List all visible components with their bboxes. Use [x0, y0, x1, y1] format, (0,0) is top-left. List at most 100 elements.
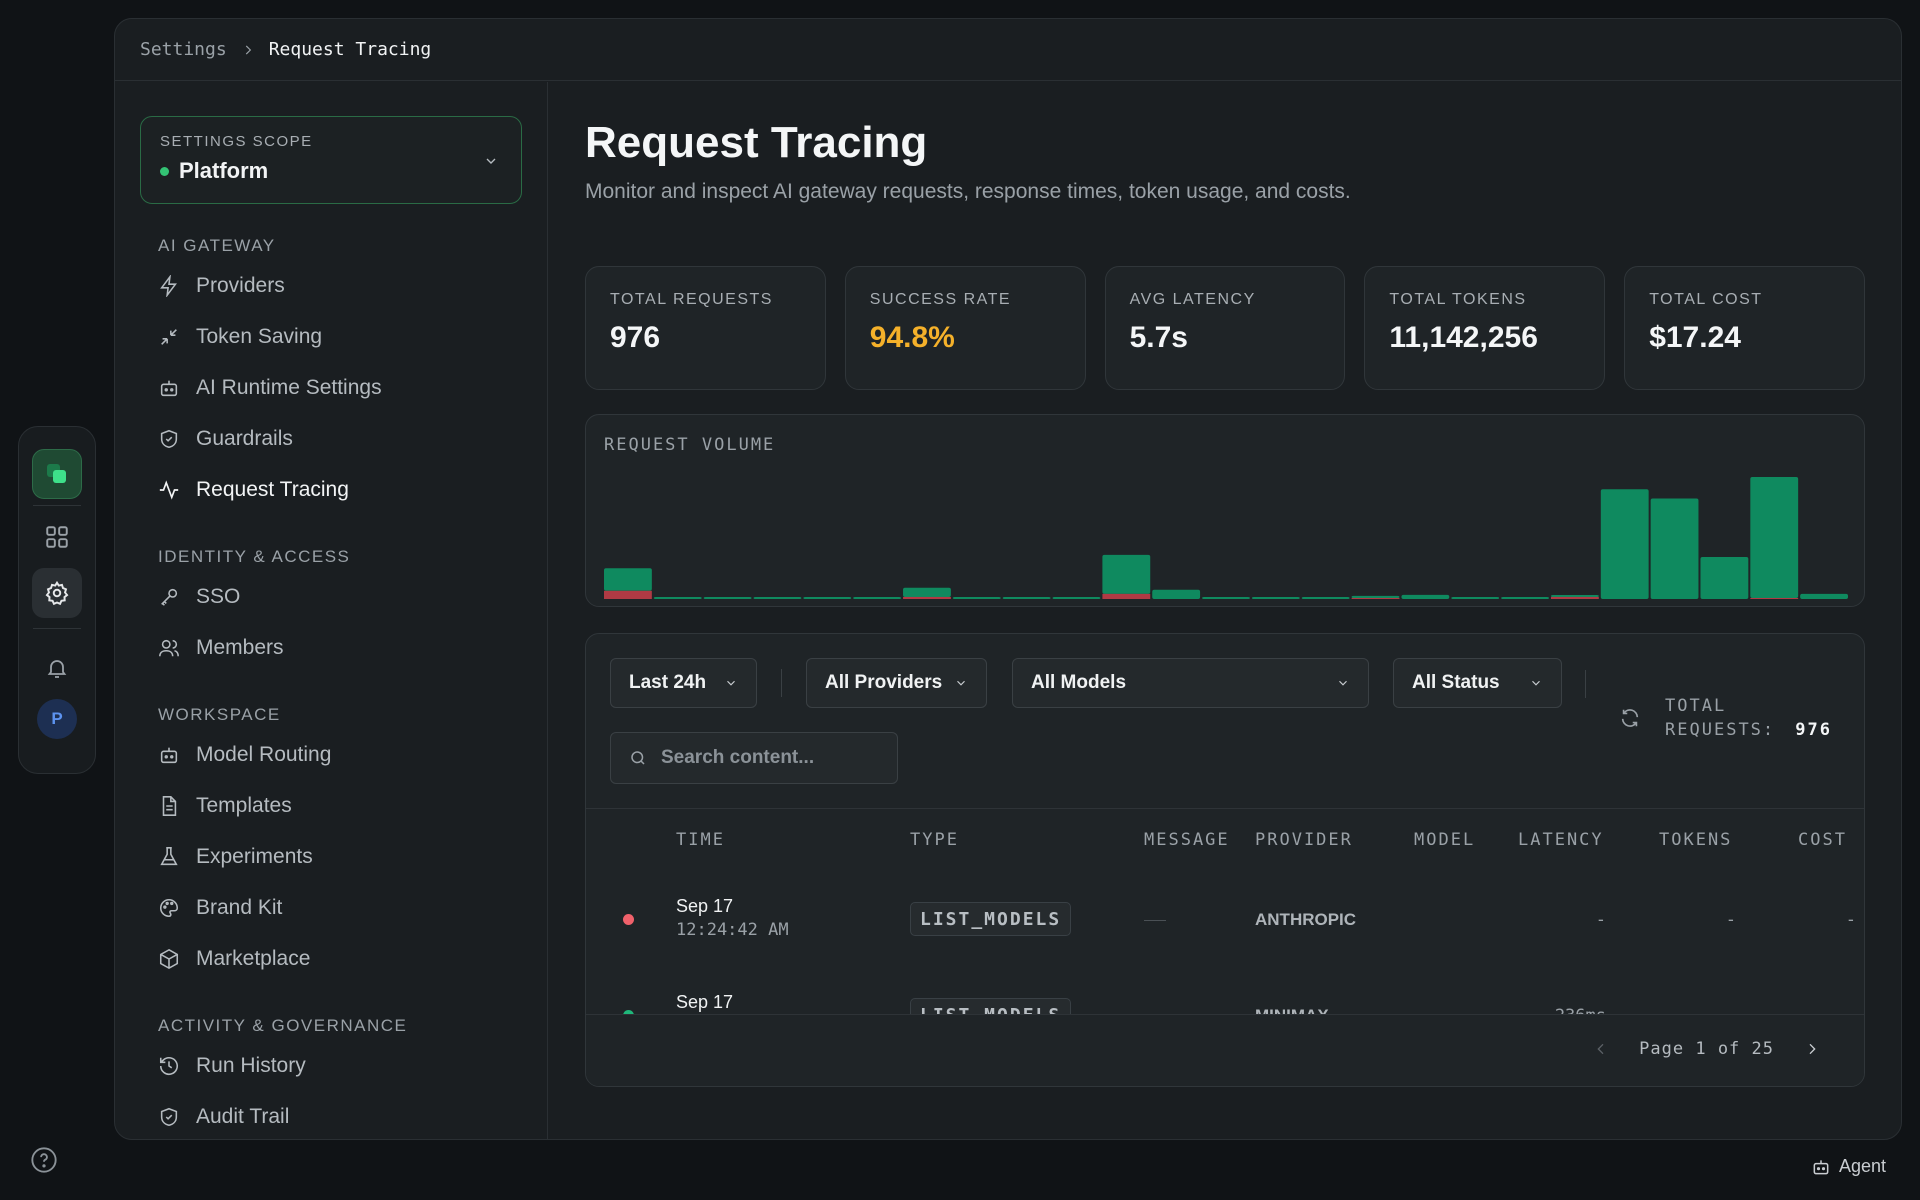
- volume-bar-success[interactable]: [1750, 477, 1799, 598]
- sidebar-item-brand-kit[interactable]: Brand Kit: [140, 882, 522, 933]
- sidebar-item-request-tracing[interactable]: Request Tracing: [140, 464, 522, 515]
- chevron-left-icon[interactable]: [1593, 1041, 1609, 1057]
- volume-bar-success[interactable]: [703, 597, 752, 599]
- volume-bar-success[interactable]: [1002, 597, 1051, 599]
- latency-cell: 236ms: [1506, 1006, 1606, 1014]
- sidebar-item-label: Model Routing: [196, 742, 332, 766]
- volume-bar-success[interactable]: [952, 597, 1001, 599]
- app-logo-icon[interactable]: [32, 449, 82, 499]
- stat-label: SUCCESS RATE: [869, 291, 1012, 308]
- volume-bar-success[interactable]: [903, 587, 951, 597]
- volume-bar-success[interactable]: [1301, 597, 1350, 599]
- request-volume-panel: REQUEST VOLUME: [585, 414, 1865, 607]
- sidebar-item-audit-trail[interactable]: Audit Trail: [140, 1091, 522, 1139]
- volume-bar-success[interactable]: [1451, 597, 1500, 599]
- volume-bar-success[interactable]: [1650, 498, 1699, 599]
- help-icon[interactable]: [30, 1146, 58, 1174]
- volume-bar-success[interactable]: [803, 597, 852, 599]
- volume-bar-success[interactable]: [1401, 594, 1450, 599]
- grid-icon[interactable]: [32, 512, 82, 562]
- time-cell: Sep 17 12:24:42 AM: [676, 896, 789, 940]
- pagination: Page 1 of 25: [1593, 1039, 1820, 1059]
- type-badge: LIST_MODELS: [910, 998, 1072, 1014]
- volume-bar-error[interactable]: [903, 596, 951, 599]
- provider-cell: MINIMAX: [1255, 1006, 1329, 1014]
- sidebar-item-guardrails[interactable]: Guardrails: [140, 413, 522, 464]
- volume-bar-success[interactable]: [653, 597, 702, 599]
- model-select[interactable]: All Models: [1012, 658, 1369, 708]
- users-icon: [159, 639, 179, 656]
- volume-bar-error[interactable]: [604, 590, 652, 599]
- volume-bar-success[interactable]: [1202, 597, 1250, 599]
- sidebar-item-members[interactable]: Members: [140, 622, 522, 673]
- status-select[interactable]: All Status: [1393, 658, 1562, 708]
- robot-icon: [1813, 1159, 1829, 1174]
- volume-bar-success[interactable]: [1600, 489, 1649, 599]
- sidebar-item-label: Providers: [196, 273, 285, 297]
- sidebar-item-marketplace[interactable]: Marketplace: [140, 933, 522, 984]
- stat-label: AVG LATENCY: [1129, 291, 1256, 308]
- column-header-tokens[interactable]: TOKENS: [1659, 830, 1733, 850]
- column-header-time[interactable]: TIME: [676, 830, 725, 850]
- sidebar-item-providers[interactable]: Providers: [140, 260, 522, 311]
- volume-bar-success[interactable]: [853, 597, 902, 599]
- table-row[interactable]: Sep 17 12:24:42 AM LIST_MODELS ANTHROPIC…: [586, 872, 1864, 968]
- refresh-icon[interactable]: [1619, 707, 1641, 729]
- status-value: All Status: [1412, 672, 1500, 693]
- column-header-type[interactable]: TYPE: [910, 830, 959, 850]
- section-title-workspace: WORKSPACE: [158, 705, 281, 724]
- avatar[interactable]: P: [37, 699, 77, 739]
- provider-cell: ANTHROPIC: [1255, 910, 1357, 929]
- chevron-down-icon: [1532, 680, 1540, 686]
- table-row[interactable]: Sep 17 LIST_MODELS MINIMAX 236ms - -: [586, 968, 1864, 1014]
- volume-bar-success[interactable]: [1800, 593, 1848, 599]
- chevron-right-icon[interactable]: [1804, 1041, 1820, 1057]
- volume-bar-success[interactable]: [1152, 589, 1201, 599]
- pagination-bar: Page 1 of 25: [586, 1014, 1864, 1086]
- sidebar-item-ai-runtime-settings[interactable]: AI Runtime Settings: [140, 362, 522, 413]
- column-header-provider[interactable]: PROVIDER: [1255, 830, 1353, 850]
- sidebar-item-token-saving[interactable]: Token Saving: [140, 311, 522, 362]
- sidebar-item-run-history[interactable]: Run History: [140, 1040, 522, 1091]
- agent-button[interactable]: Agent: [1811, 1156, 1886, 1177]
- volume-bar-success[interactable]: [1102, 554, 1151, 594]
- breadcrumb-root[interactable]: Settings: [140, 39, 227, 60]
- time-range-select[interactable]: Last 24h: [610, 658, 757, 708]
- sidebar-item-templates[interactable]: Templates: [140, 780, 522, 831]
- volume-bar-success[interactable]: [1052, 597, 1101, 599]
- sidebar-item-sso[interactable]: SSO: [140, 571, 522, 622]
- bell-icon[interactable]: [32, 643, 82, 693]
- volume-bar-success[interactable]: [1501, 597, 1549, 599]
- volume-bar-error[interactable]: [1351, 597, 1400, 599]
- settings-gear-icon[interactable]: [32, 568, 82, 618]
- column-header-message[interactable]: MESSAGE: [1144, 830, 1230, 850]
- volume-bar-success[interactable]: [1351, 595, 1400, 598]
- stat-value: $17.24: [1649, 321, 1741, 354]
- volume-bar-error[interactable]: [1102, 593, 1151, 599]
- icon-rail: P: [18, 426, 96, 774]
- provider-value: All Providers: [825, 672, 943, 693]
- column-header-cost[interactable]: COST: [1798, 830, 1847, 850]
- volume-bar-success[interactable]: [1251, 597, 1300, 599]
- column-header-latency[interactable]: LATENCY: [1518, 830, 1604, 850]
- minimize-icon: [161, 328, 177, 345]
- settings-scope-select[interactable]: SETTINGS SCOPE Platform: [140, 116, 522, 204]
- scope-label: SETTINGS SCOPE: [160, 133, 313, 150]
- sidebar-item-label: Templates: [196, 793, 292, 817]
- stat-value: 94.8%: [869, 321, 955, 354]
- time-date: Sep 17: [676, 896, 734, 916]
- volume-bar-error[interactable]: [1550, 596, 1599, 599]
- volume-bar-error[interactable]: [1750, 597, 1799, 599]
- provider-select[interactable]: All Providers: [806, 658, 987, 708]
- volume-bar-success[interactable]: [604, 568, 652, 591]
- volume-bar-success[interactable]: [753, 597, 802, 599]
- sidebar-item-experiments[interactable]: Experiments: [140, 831, 522, 882]
- search-input[interactable]: [661, 747, 861, 769]
- model-value: All Models: [1031, 672, 1127, 693]
- sidebar-item-model-routing[interactable]: Model Routing: [140, 729, 522, 780]
- volume-bar-success[interactable]: [1550, 594, 1599, 597]
- total-requests-text: TOTAL REQUESTS: 976: [1665, 694, 1832, 742]
- settings-window: Settings Request Tracing SETTINGS SCOPE …: [114, 18, 1902, 1140]
- column-header-model[interactable]: MODEL: [1414, 830, 1476, 850]
- volume-bar-success[interactable]: [1700, 556, 1749, 599]
